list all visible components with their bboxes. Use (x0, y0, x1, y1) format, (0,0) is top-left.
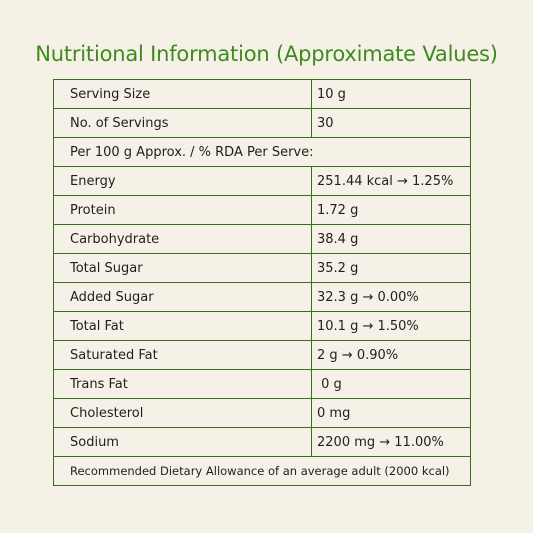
row-value: 0 g (311, 369, 471, 399)
row-value: 38.4 g (311, 224, 471, 254)
table-row: Trans Fat 0 g (53, 369, 471, 399)
table-row: Total Fat 10.1 g → 1.50% (53, 311, 471, 341)
table-row: Carbohydrate 38.4 g (53, 224, 471, 254)
row-value: 251.44 kcal → 1.25% (311, 166, 471, 196)
table-row: Cholesterol 0 mg (53, 398, 471, 428)
table-row: Added Sugar 32.3 g → 0.00% (53, 282, 471, 312)
table-row: Per 100 g Approx. / % RDA Per Serve: (53, 137, 471, 167)
row-value: 32.3 g → 0.00% (311, 282, 471, 312)
page-title: Nutritional Information (Approximate Val… (35, 42, 498, 66)
row-label: Total Sugar (53, 253, 312, 283)
table-row: Protein 1.72 g (53, 195, 471, 225)
row-value: 35.2 g (311, 253, 471, 283)
row-value: 10.1 g → 1.50% (311, 311, 471, 341)
row-label: Total Fat (53, 311, 312, 341)
row-label: Protein (53, 195, 312, 225)
row-label: Energy (53, 166, 312, 196)
row-label: Trans Fat (53, 369, 312, 399)
row-value: 0 mg (311, 398, 471, 428)
row-value: 10 g (311, 79, 471, 109)
row-value: 1.72 g (311, 195, 471, 225)
row-label: No. of Servings (53, 108, 312, 138)
table-row: Serving Size 10 g (53, 79, 471, 109)
table-row: Energy 251.44 kcal → 1.25% (53, 166, 471, 196)
row-label: Saturated Fat (53, 340, 312, 370)
row-label: Cholesterol (53, 398, 312, 428)
table-row: Saturated Fat 2 g → 0.90% (53, 340, 471, 370)
row-value: 2 g → 0.90% (311, 340, 471, 370)
per-100g-note: Per 100 g Approx. / % RDA Per Serve: (53, 137, 471, 167)
rda-footnote: Recommended Dietary Allowance of an aver… (53, 456, 471, 486)
table-row: Sodium 2200 mg → 11.00% (53, 427, 471, 457)
table-row: Total Sugar 35.2 g (53, 253, 471, 283)
table-row: No. of Servings 30 (53, 108, 471, 138)
row-label: Sodium (53, 427, 312, 457)
table-row: Recommended Dietary Allowance of an aver… (53, 456, 471, 486)
row-value: 2200 mg → 11.00% (311, 427, 471, 457)
row-value: 30 (311, 108, 471, 138)
nutrition-table: Serving Size 10 g No. of Servings 30 Per… (53, 79, 471, 486)
row-label: Serving Size (53, 79, 312, 109)
row-label: Added Sugar (53, 282, 312, 312)
row-label: Carbohydrate (53, 224, 312, 254)
